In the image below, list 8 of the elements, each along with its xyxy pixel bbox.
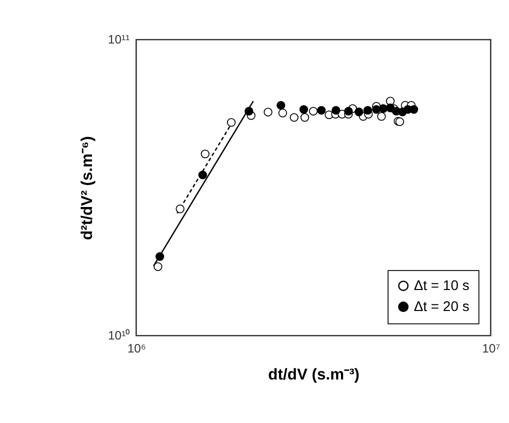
legend-label: Δt = 20 s — [414, 298, 470, 314]
x-tick-label: 10⁶ — [127, 342, 146, 356]
y-axis-title: d²t/dV² (s.m⁻⁶) — [78, 136, 96, 240]
x-axis-title: dt/dV (s.m⁻³) — [268, 366, 360, 384]
x-tick-label: 10⁷ — [482, 342, 500, 356]
y-tick-label: 10¹⁰ — [108, 328, 131, 343]
y-tick-label: 10¹¹ — [108, 32, 130, 47]
legend-label: Δt = 10 s — [414, 277, 470, 294]
